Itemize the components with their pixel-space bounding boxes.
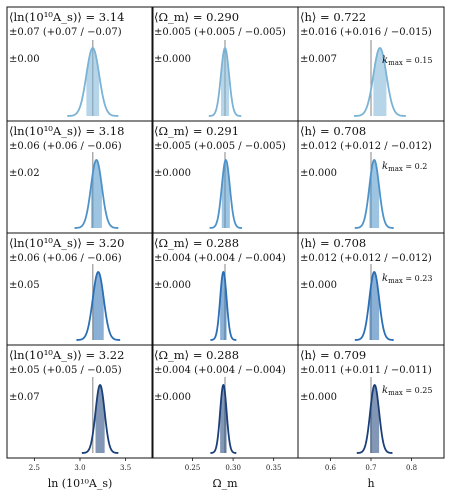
error-annotation: ±0.016 (+0.016 / −0.015) — [300, 27, 432, 38]
posterior-curve — [210, 270, 237, 341]
error-annotation: ±0.06 (+0.06 / −0.06) — [9, 253, 122, 264]
x-tick-label: 0.30 — [225, 464, 241, 472]
mean-annotation: ⟨ln(10¹⁰A_s)⟩ = 3.22 — [9, 348, 124, 362]
bias-annotation: ±0.000 — [154, 168, 191, 179]
mean-annotation: ⟨h⟩ = 0.708 — [300, 236, 366, 250]
x-tick-label: 2.5 — [29, 464, 40, 472]
x-tick-label: 0.8 — [406, 464, 417, 472]
posterior-curve — [356, 383, 393, 454]
x-tick-label: 0.35 — [266, 464, 282, 472]
bias-annotation: ±0.000 — [154, 54, 191, 65]
mean-annotation: ⟨h⟩ = 0.709 — [300, 348, 366, 362]
sigma-band — [90, 160, 102, 228]
error-annotation: ±0.005 (+0.005 / −0.005) — [154, 27, 286, 38]
sigma-band — [95, 385, 105, 453]
bias-annotation: ±0.000 — [154, 392, 191, 403]
bias-annotation: ±0.05 — [9, 280, 40, 291]
mean-annotation: ⟨ln(10¹⁰A_s)⟩ = 3.18 — [9, 124, 124, 138]
bias-annotation: ±0.00 — [9, 54, 40, 65]
error-annotation: ±0.011 (+0.011 / −0.011) — [300, 365, 432, 376]
sigma-band — [92, 272, 104, 340]
mean-annotation: ⟨ln(10¹⁰A_s)⟩ = 3.20 — [9, 236, 124, 250]
mean-annotation: ⟨ln(10¹⁰A_s)⟩ = 3.14 — [9, 10, 124, 24]
posterior-curve — [354, 159, 394, 229]
sigma-band — [86, 48, 100, 116]
mean-annotation: ⟨h⟩ = 0.708 — [300, 124, 366, 138]
posterior-curve — [81, 383, 119, 454]
mean-annotation: ⟨h⟩ = 0.722 — [300, 10, 366, 24]
error-annotation: ±0.07 (+0.07 / −0.07) — [9, 27, 122, 38]
bias-annotation: ±0.000 — [300, 280, 337, 291]
error-annotation: ±0.012 (+0.012 / −0.012) — [300, 253, 432, 264]
mean-annotation: ⟨Ω_m⟩ = 0.291 — [154, 124, 239, 138]
sigma-band — [370, 385, 380, 453]
error-annotation: ±0.012 (+0.012 / −0.012) — [300, 141, 432, 152]
posterior-curve — [76, 271, 121, 341]
bias-annotation: ±0.000 — [154, 280, 191, 291]
bias-annotation: ±0.07 — [9, 392, 40, 403]
x-tick-label: 0.6 — [325, 464, 337, 472]
mean-annotation: ⟨Ω_m⟩ = 0.288 — [154, 348, 239, 362]
posterior-curve — [74, 159, 119, 229]
posterior-curve — [353, 47, 406, 117]
kmax-label: kmax = 0.15 — [382, 55, 432, 67]
x-axis-label: ln (10¹⁰A_s) — [48, 477, 113, 490]
x-tick-label: 3.0 — [74, 464, 85, 472]
bias-annotation: ±0.02 — [9, 168, 40, 179]
x-tick-label: 3.5 — [120, 464, 131, 472]
posterior-curve — [209, 158, 243, 229]
sigma-band — [221, 160, 230, 228]
bias-annotation: ±0.007 — [300, 54, 337, 65]
kmax-label: kmax = 0.23 — [382, 273, 432, 285]
posterior-curve — [354, 271, 394, 341]
error-annotation: ±0.004 (+0.004 / −0.004) — [154, 365, 286, 376]
kmax-label: kmax = 0.2 — [382, 161, 427, 173]
posterior-curve — [210, 383, 237, 454]
bias-annotation: ±0.000 — [300, 168, 337, 179]
sigma-band — [220, 48, 230, 116]
error-annotation: ±0.004 (+0.004 / −0.004) — [154, 253, 286, 264]
x-tick-label: 0.7 — [365, 464, 376, 472]
x-axis-label: Ω_m — [212, 477, 238, 490]
sigma-band — [369, 272, 380, 340]
posterior-curve — [208, 46, 242, 117]
sigma-band — [373, 48, 387, 116]
posterior-curve — [67, 47, 119, 117]
mean-annotation: ⟨Ω_m⟩ = 0.288 — [154, 236, 239, 250]
sigma-band — [369, 160, 380, 228]
mean-annotation: ⟨Ω_m⟩ = 0.290 — [154, 10, 239, 24]
bias-annotation: ±0.000 — [300, 392, 337, 403]
error-annotation: ±0.05 (+0.05 / −0.05) — [9, 365, 122, 376]
x-tick-label: 0.25 — [185, 464, 201, 472]
x-axis-label: h — [367, 477, 374, 490]
error-annotation: ±0.005 (+0.005 / −0.005) — [154, 141, 286, 152]
kmax-label: kmax = 0.25 — [382, 385, 432, 397]
error-annotation: ±0.06 (+0.06 / −0.06) — [9, 141, 122, 152]
